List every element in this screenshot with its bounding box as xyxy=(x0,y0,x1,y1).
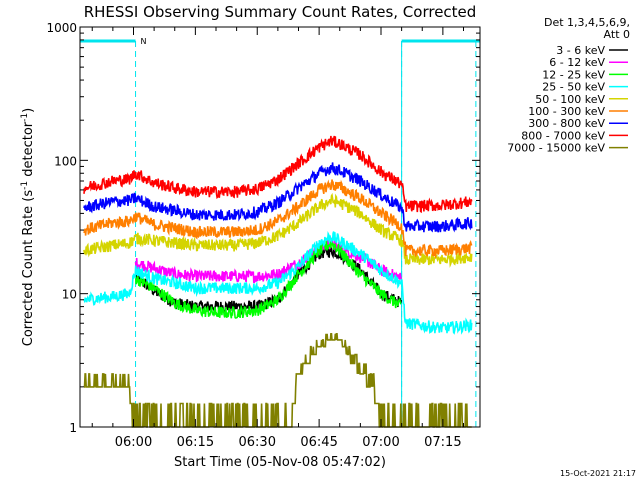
legend-label: 6 - 12 keV xyxy=(549,56,605,69)
y-tick-label: 100 xyxy=(54,154,77,168)
y-axis-label: Corrected Count Rate (s-1 detector-1) xyxy=(20,108,36,346)
y-tick-label: 1000 xyxy=(46,21,77,35)
y-axis-label-end: ) xyxy=(21,108,36,113)
x-tick-label: 07:00 xyxy=(362,435,399,450)
y-axis-label-sup1: -1 xyxy=(20,181,30,190)
y-axis-label-mid: detector xyxy=(21,121,36,181)
legend-label: 3 - 6 keV xyxy=(556,44,605,57)
legend-label: 50 - 100 keV xyxy=(535,93,605,106)
series-line-7 xyxy=(83,135,473,214)
x-tick-label: 07:15 xyxy=(424,435,461,450)
legend-label: 800 - 7000 keV xyxy=(521,129,605,142)
series-line-1 xyxy=(134,235,402,284)
axes: 1 10 100 1000 06:00 06:15 06:30 06:45 07:00 07:15 xyxy=(46,21,481,450)
footer-timestamp: 15-Oct-2021 21:17 xyxy=(560,469,636,478)
legend-header-line-1: Det 1,3,4,5,6,9, xyxy=(544,16,630,29)
x-tick-label: 06:15 xyxy=(177,435,214,450)
y-axis-label-sup2: -1 xyxy=(20,113,30,122)
x-tick-label: 06:45 xyxy=(300,435,337,450)
plot-frame xyxy=(79,26,481,428)
legend-label: 300 - 800 keV xyxy=(528,117,605,130)
x-axis-label: Start Time (05-Nov-08 05:47:02) xyxy=(174,455,386,470)
series-line-3 xyxy=(83,231,473,335)
x-tick-label: 06:00 xyxy=(115,435,152,450)
legend-label: 12 - 25 keV xyxy=(542,68,605,81)
legend-label: 25 - 50 keV xyxy=(542,81,605,94)
x-tick-label: 06:30 xyxy=(239,435,276,450)
y-axis-label-main: Corrected Count Rate (s xyxy=(21,190,36,347)
night-label: N xyxy=(141,37,147,46)
y-tick-label: 1 xyxy=(69,421,77,435)
legend-label: 7000 - 15000 keV xyxy=(507,142,605,155)
series-line-5 xyxy=(83,179,473,260)
chart-title: RHESSI Observing Summary Count Rates, Co… xyxy=(84,3,477,21)
y-tick-label: 10 xyxy=(62,288,77,302)
plot-area: N xyxy=(79,37,480,428)
series-line-4 xyxy=(83,192,473,268)
legend-label: 100 - 300 keV xyxy=(528,105,605,118)
series-line-2 xyxy=(134,240,402,319)
legend-header-line-2: Att 0 xyxy=(604,28,630,41)
series-line-6 xyxy=(83,162,473,233)
